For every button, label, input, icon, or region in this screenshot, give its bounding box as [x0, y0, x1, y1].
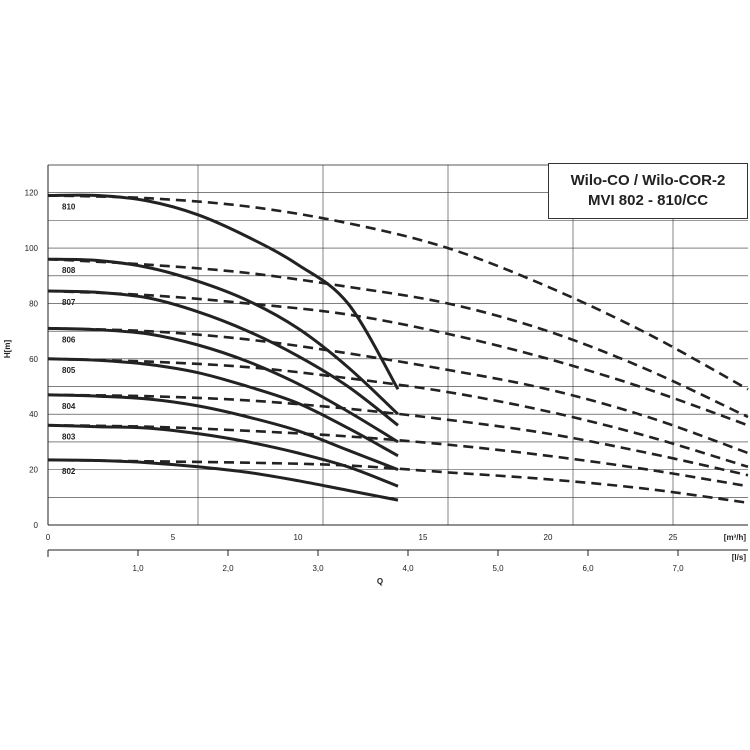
y-tick-60: 60	[29, 355, 38, 364]
y-tick-20: 20	[29, 466, 38, 475]
curve-810-solid	[47, 193, 400, 391]
curve-804-solid	[47, 393, 399, 471]
y-tick-80: 80	[29, 299, 38, 308]
y-tick-120: 120	[25, 189, 39, 198]
y-tick-40: 40	[29, 410, 38, 419]
curve-label-808: 808	[62, 266, 76, 275]
curve-802-solid	[47, 458, 399, 502]
curve-805-solid	[47, 357, 399, 458]
y-tick-100: 100	[25, 244, 39, 253]
curve-807-solid	[47, 289, 399, 427]
curves	[47, 193, 749, 505]
x-tick-10: 10	[294, 533, 303, 542]
curve-label-804: 804	[62, 402, 76, 411]
y-axis-label: H[m]	[3, 340, 12, 359]
x-axis-label: Q	[377, 577, 383, 586]
curve-label-807: 807	[62, 298, 76, 307]
curve-802-dashed	[47, 458, 749, 505]
curve-label-803: 803	[62, 432, 76, 441]
x2-tick-7,0: 7,0	[672, 564, 684, 573]
curve-label-810: 810	[62, 202, 76, 211]
x-tick-25: 25	[669, 533, 678, 542]
chart-title-line-1: Wilo-CO / Wilo-COR-2	[570, 172, 726, 189]
x-axis-unit-secondary: [l/s]	[732, 553, 747, 562]
x2-tick-6,0: 6,0	[582, 564, 594, 573]
tick-labels: 0 20 40 60 80 100 120 0 5 10 15 20 25 1,0 2,0 3,0 4,0 5,0…	[25, 189, 684, 573]
x-tick-0: 0	[46, 533, 51, 542]
curve-810-dashed	[47, 194, 749, 391]
curve-804-dashed	[47, 393, 749, 477]
x-axis-unit-primary: [m³/h]	[724, 533, 747, 542]
curve-806-dashed	[47, 327, 749, 455]
curve-803-solid	[47, 423, 399, 488]
curve-labels: 810 808 807 806 805 804 803 802	[62, 202, 76, 475]
chart-title-box: Wilo-CO / Wilo-COR-2 MVI 802 - 810/CC	[548, 163, 748, 219]
x2-tick-4,0: 4,0	[402, 564, 414, 573]
curve-label-805: 805	[62, 366, 76, 375]
curve-807-dashed	[47, 289, 749, 427]
y-tick-0: 0	[34, 521, 39, 530]
x2-tick-2,0: 2,0	[222, 564, 234, 573]
x-tick-5: 5	[171, 533, 176, 542]
curve-label-806: 806	[62, 335, 76, 344]
grid-lines	[48, 165, 748, 525]
x-tick-20: 20	[544, 533, 553, 542]
chart-title-line-2: MVI 802 - 810/CC	[587, 192, 709, 209]
x2-tick-1,0: 1,0	[132, 564, 144, 573]
x2-tick-5,0: 5,0	[492, 564, 504, 573]
x-tick-15: 15	[419, 533, 428, 542]
curve-805-dashed	[47, 357, 749, 469]
x2-tick-3,0: 3,0	[312, 564, 324, 573]
curve-label-802: 802	[62, 467, 76, 476]
curve-808-solid	[47, 257, 400, 416]
curve-808-dashed	[47, 257, 749, 419]
